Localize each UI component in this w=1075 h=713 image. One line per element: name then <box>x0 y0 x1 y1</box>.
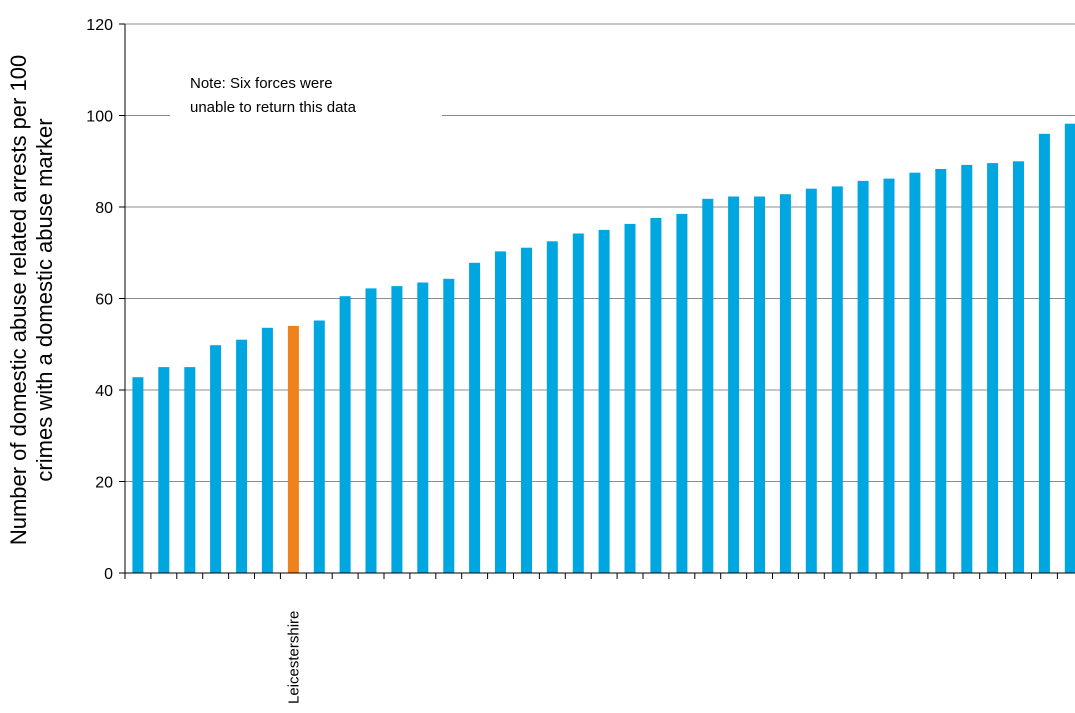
bar <box>365 288 377 573</box>
bar <box>728 196 740 573</box>
bar <box>935 169 947 573</box>
bar <box>754 196 765 573</box>
bar <box>624 223 636 573</box>
bar <box>184 367 196 573</box>
note-line-1: Note: Six forces were <box>190 75 333 92</box>
bar <box>132 377 144 573</box>
bar <box>909 172 921 573</box>
y-tick-label: 120 <box>86 17 113 34</box>
bar <box>339 296 351 573</box>
x-category-label: Leicestershire <box>285 611 302 704</box>
bar <box>650 218 662 573</box>
bar <box>210 345 222 573</box>
bar <box>391 286 403 573</box>
bar <box>313 320 325 573</box>
y-tick-label: 100 <box>86 109 113 126</box>
bar <box>857 180 869 573</box>
y-axis-title: Number of domestic abuse related arrests… <box>6 55 57 545</box>
y-tick-label: 20 <box>95 475 113 492</box>
y-tick-label: 0 <box>104 566 113 583</box>
bar <box>417 282 429 573</box>
y-tick-label: 80 <box>95 200 113 217</box>
bar <box>598 229 610 573</box>
bar <box>443 278 455 573</box>
note-background <box>170 70 442 128</box>
note-line-2: unable to return this data <box>190 99 357 116</box>
bar <box>546 241 558 574</box>
bar <box>469 262 481 573</box>
bar-highlight <box>287 325 299 573</box>
bar <box>1038 133 1050 574</box>
bar <box>236 339 248 573</box>
bar <box>779 194 791 573</box>
y-axis-title-line-2: crimes with a domestic abuse marker <box>32 118 57 481</box>
bars <box>132 123 1075 574</box>
bar <box>572 233 584 573</box>
bar <box>805 188 817 573</box>
bar <box>1064 123 1075 573</box>
bar <box>521 247 532 573</box>
bar <box>961 164 973 573</box>
bar <box>158 367 170 573</box>
bar <box>987 163 999 573</box>
y-axis-title-line-1: Number of domestic abuse related arrests… <box>6 55 31 545</box>
bar <box>676 213 688 573</box>
bar <box>831 186 843 573</box>
bar <box>1013 161 1024 574</box>
bar <box>261 327 273 573</box>
y-tick-label: 60 <box>95 292 113 309</box>
bar <box>883 178 895 573</box>
chart-note: Note: Six forces were unable to return t… <box>170 70 442 128</box>
bar <box>702 198 714 574</box>
bar <box>495 251 506 573</box>
y-tick-label: 40 <box>95 383 113 400</box>
axes: 0 20 40 60 80 100 120 Leicestershire <box>86 17 1075 704</box>
